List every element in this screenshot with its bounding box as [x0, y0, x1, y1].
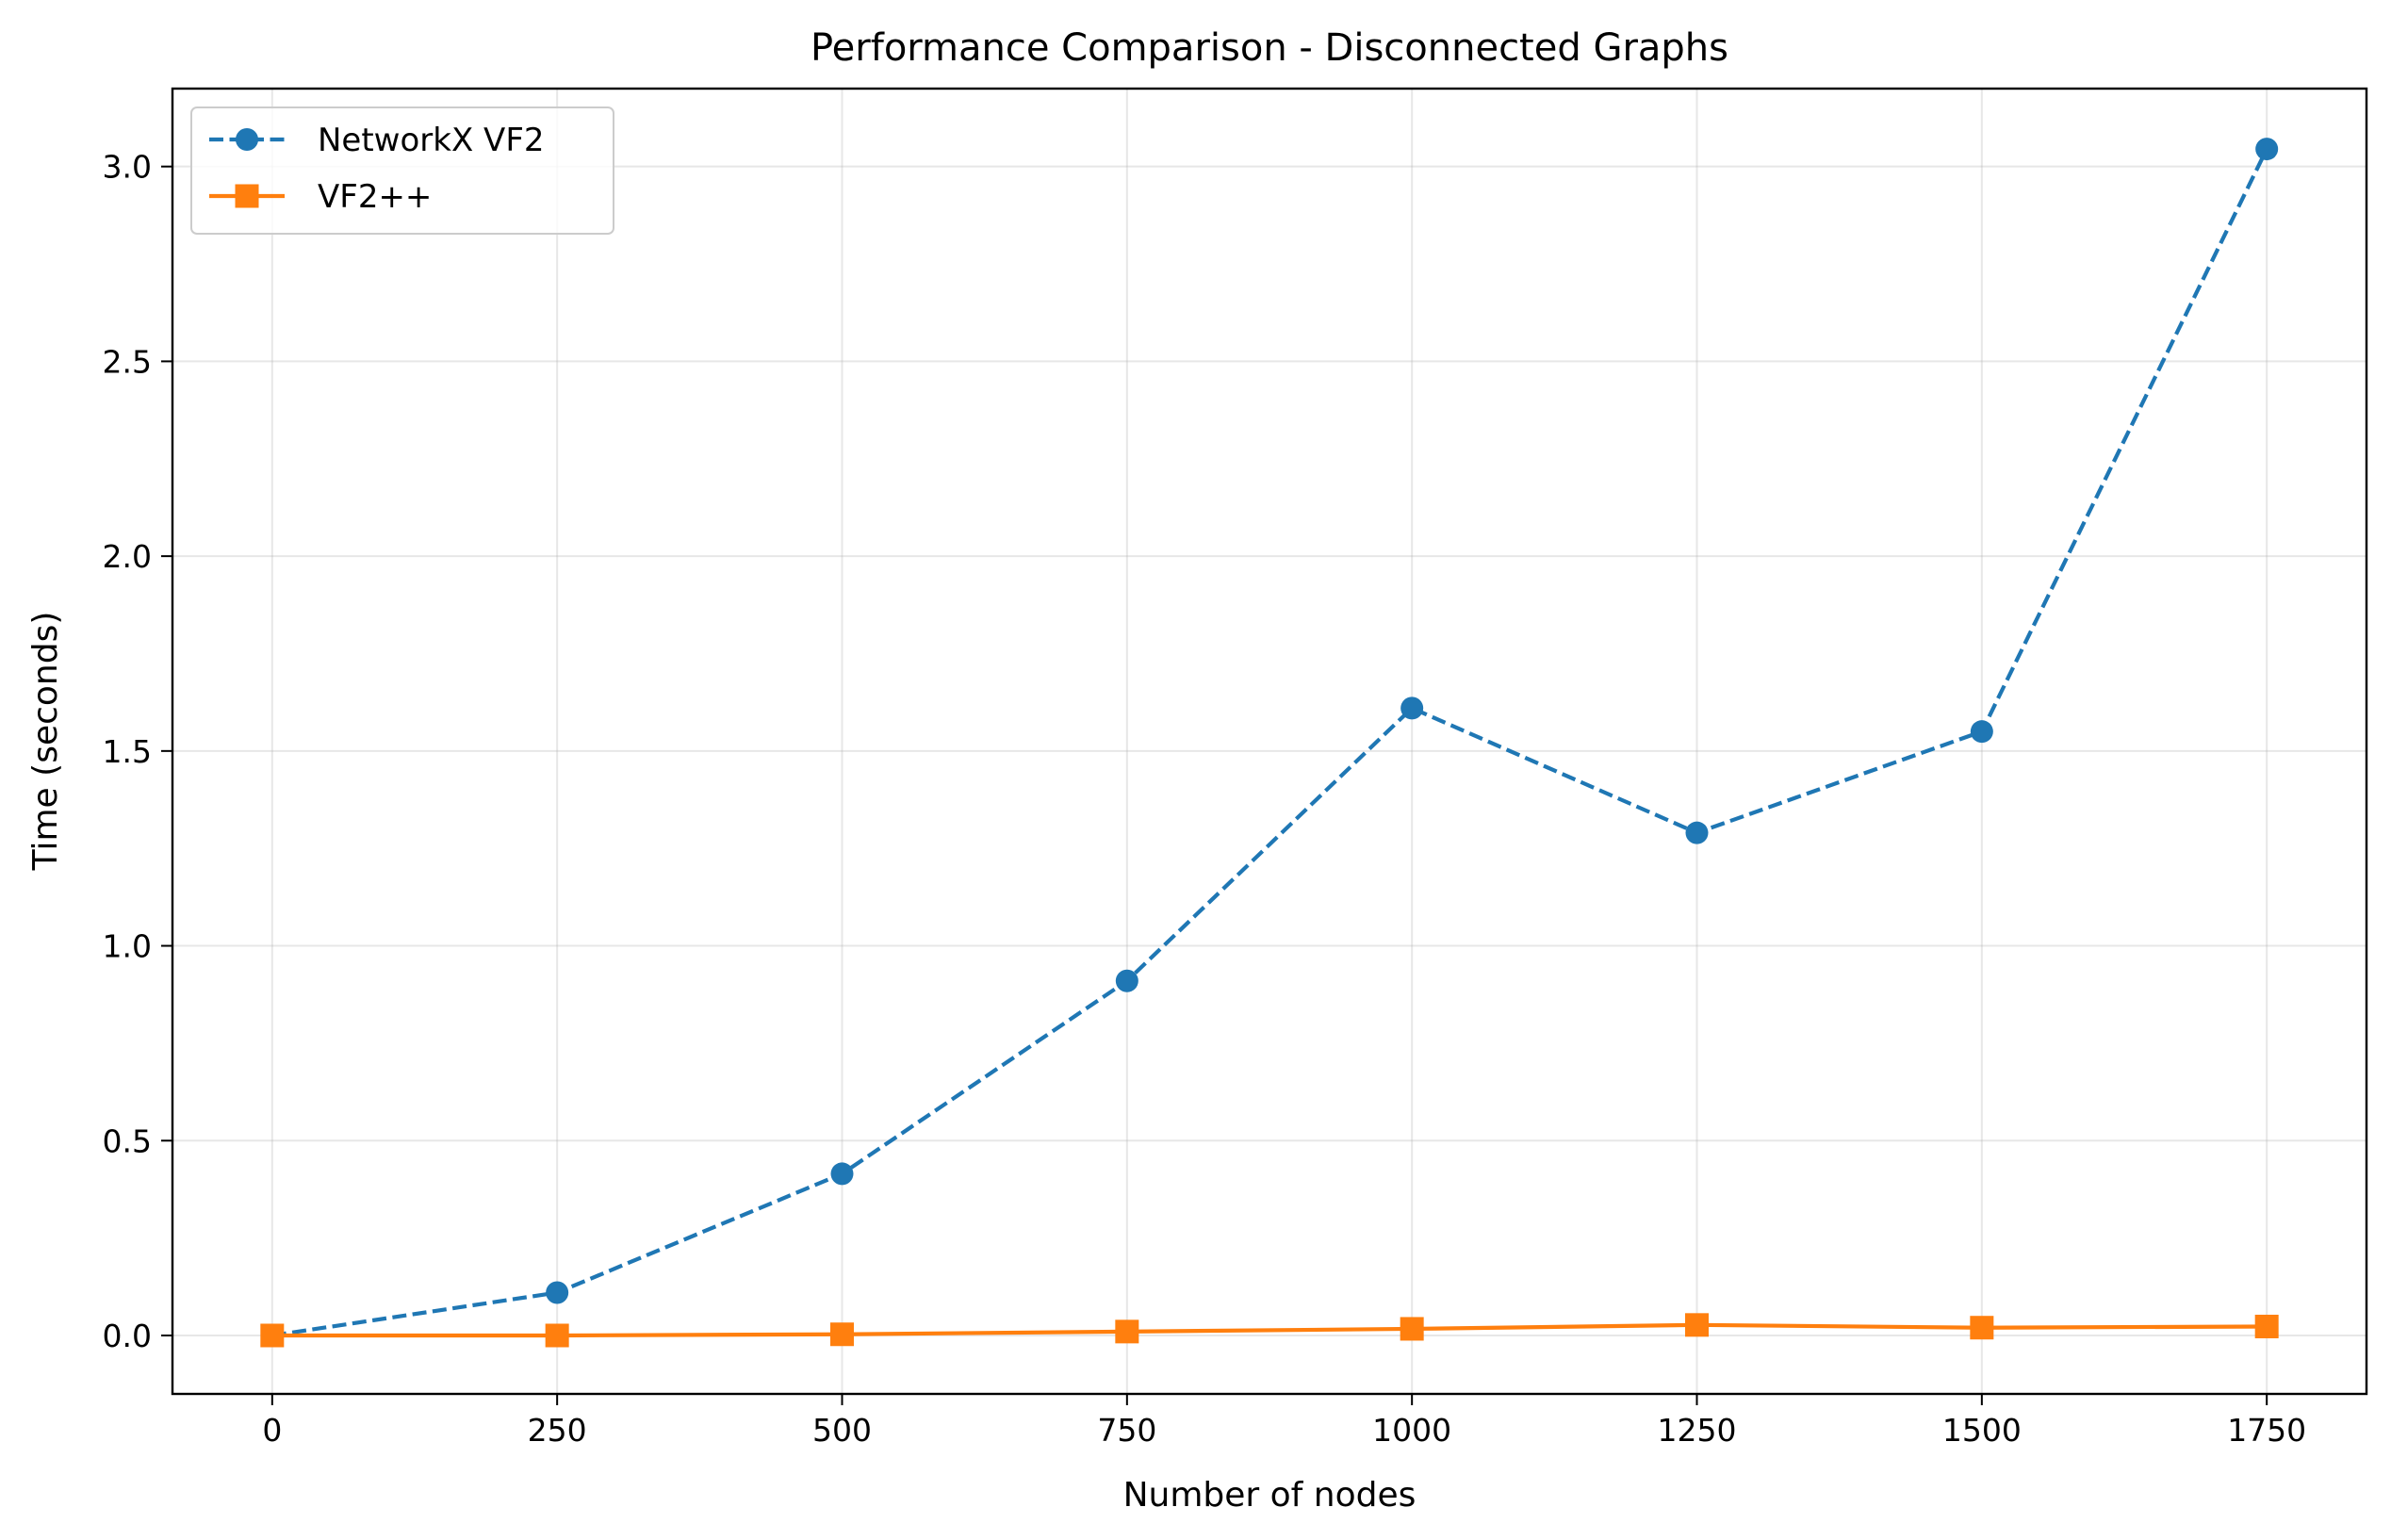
legend-marker: [236, 128, 258, 151]
y-tick-label: 0.0: [103, 1318, 152, 1354]
data-point: [830, 1162, 854, 1186]
y-axis-label: Time (seconds): [26, 612, 65, 872]
data-point: [546, 1281, 569, 1304]
y-tick-label: 1.0: [103, 928, 152, 965]
y-tick-label: 3.0: [103, 149, 152, 186]
y-tick-label: 2.5: [103, 343, 152, 380]
data-point: [545, 1323, 569, 1348]
y-tick-label: 0.5: [103, 1122, 152, 1159]
data-point: [1685, 821, 1709, 844]
y-tick-label: 1.5: [103, 733, 152, 770]
data-point: [1115, 1319, 1139, 1344]
data-point: [260, 1323, 285, 1348]
x-axis-label: Number of nodes: [1123, 1476, 1417, 1515]
plot-frame: [171, 87, 2368, 1396]
data-point: [1400, 1317, 1424, 1341]
chart-title: Performance Comparison - Disconnected Gr…: [811, 26, 1728, 70]
series-vf2pp: [260, 1313, 2279, 1348]
legend-label: NetworkX VF2: [318, 122, 545, 159]
x-tick-label: 1750: [2227, 1412, 2306, 1449]
x-tick-label: 250: [528, 1412, 587, 1449]
legend-item: NetworkX VF2: [209, 122, 545, 159]
legend: NetworkX VF2 VF2++: [190, 106, 614, 235]
series-line: [271, 1322, 2268, 1338]
data-point: [1970, 1316, 1994, 1340]
data-point: [829, 1322, 854, 1347]
x-tick-label: 500: [812, 1412, 872, 1449]
x-tick-label: 1250: [1658, 1412, 1737, 1449]
data-point: [2254, 1314, 2279, 1338]
y-tick-label: 2.0: [103, 538, 152, 575]
tick-layer: 0 250 500 750 1000 1250 1500 1750 0.0 0.5 1.0 1.5 2.…: [103, 149, 2307, 1449]
series-layer: [260, 138, 2279, 1348]
series-line: [271, 148, 2269, 1338]
legend-box: [190, 106, 614, 235]
data-point: [1115, 969, 1138, 992]
series-networkx-vf2: [260, 138, 2279, 1347]
x-tick-label: 1500: [1942, 1412, 2022, 1449]
x-tick-label: 1000: [1372, 1412, 1451, 1449]
legend-marker: [235, 184, 259, 208]
legend-label: VF2++: [318, 178, 432, 216]
x-tick-label: 750: [1097, 1412, 1156, 1449]
x-tick-label: 0: [262, 1412, 282, 1449]
data-point: [2255, 138, 2279, 161]
data-point: [1970, 720, 1993, 744]
legend-item: VF2++: [209, 178, 432, 216]
data-point: [1685, 1313, 1710, 1337]
data-point: [1400, 696, 1424, 720]
